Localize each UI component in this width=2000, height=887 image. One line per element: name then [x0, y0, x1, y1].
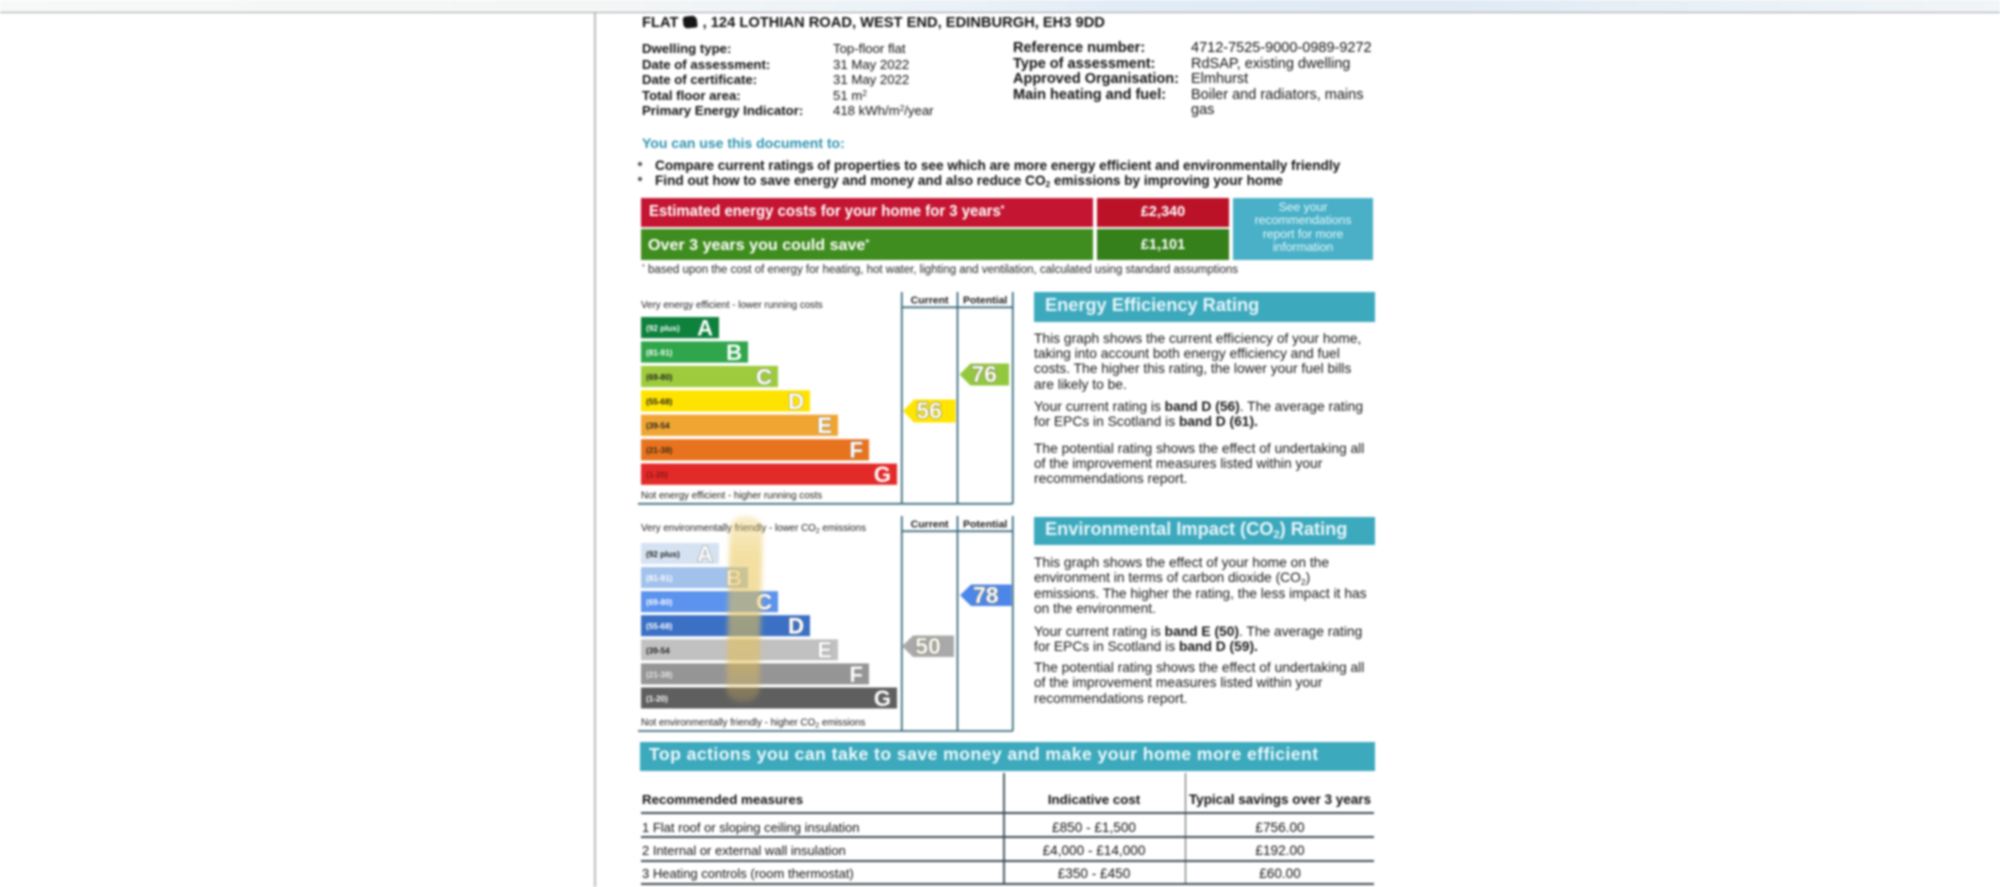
svg-text:E: E: [817, 638, 832, 663]
svg-text:(69-80): (69-80): [646, 373, 673, 382]
svg-text:(81-91): (81-91): [646, 348, 673, 357]
svg-text:Not environmentally friendly -: Not environmentally friendly - higher CO…: [641, 718, 866, 730]
svg-text:(1-20): (1-20): [646, 471, 668, 480]
svg-text:50: 50: [915, 633, 941, 659]
svg-text:F: F: [850, 438, 863, 463]
svg-text:G: G: [874, 462, 891, 487]
svg-text:(92 plus): (92 plus): [646, 324, 680, 333]
svg-text:(39-54: (39-54: [646, 646, 670, 655]
svg-text:B: B: [726, 340, 742, 365]
svg-text:Potential: Potential: [963, 295, 1007, 307]
svg-text:Very energy efficient - lower: Very energy efficient - lower running co…: [641, 300, 823, 311]
svg-text:A: A: [697, 541, 713, 566]
svg-text:G: G: [874, 686, 891, 711]
svg-text:(81-91): (81-91): [646, 574, 673, 583]
svg-text:56: 56: [916, 398, 942, 424]
svg-text:Potential: Potential: [963, 518, 1007, 530]
svg-text:(55-68): (55-68): [646, 622, 673, 631]
svg-text:D: D: [788, 389, 804, 414]
svg-text:76: 76: [971, 361, 997, 387]
svg-text:C: C: [756, 364, 772, 389]
svg-text:78: 78: [973, 582, 999, 608]
svg-text:Current: Current: [911, 295, 949, 307]
svg-text:(21-38): (21-38): [646, 670, 673, 679]
svg-text:(69-80): (69-80): [646, 598, 673, 607]
svg-text:D: D: [788, 614, 804, 639]
svg-text:(55-68): (55-68): [646, 397, 673, 406]
svg-text:(39-54: (39-54: [646, 422, 670, 431]
svg-text:A: A: [697, 316, 713, 341]
svg-text:(21-38): (21-38): [646, 446, 673, 455]
svg-text:(1-20): (1-20): [646, 695, 668, 704]
svg-text:F: F: [850, 662, 863, 687]
svg-text:(92 plus): (92 plus): [646, 550, 680, 559]
svg-text:E: E: [817, 413, 832, 438]
svg-text:Not energy efficient - higher: Not energy efficient - higher running co…: [641, 491, 822, 502]
svg-text:Current: Current: [911, 518, 949, 530]
